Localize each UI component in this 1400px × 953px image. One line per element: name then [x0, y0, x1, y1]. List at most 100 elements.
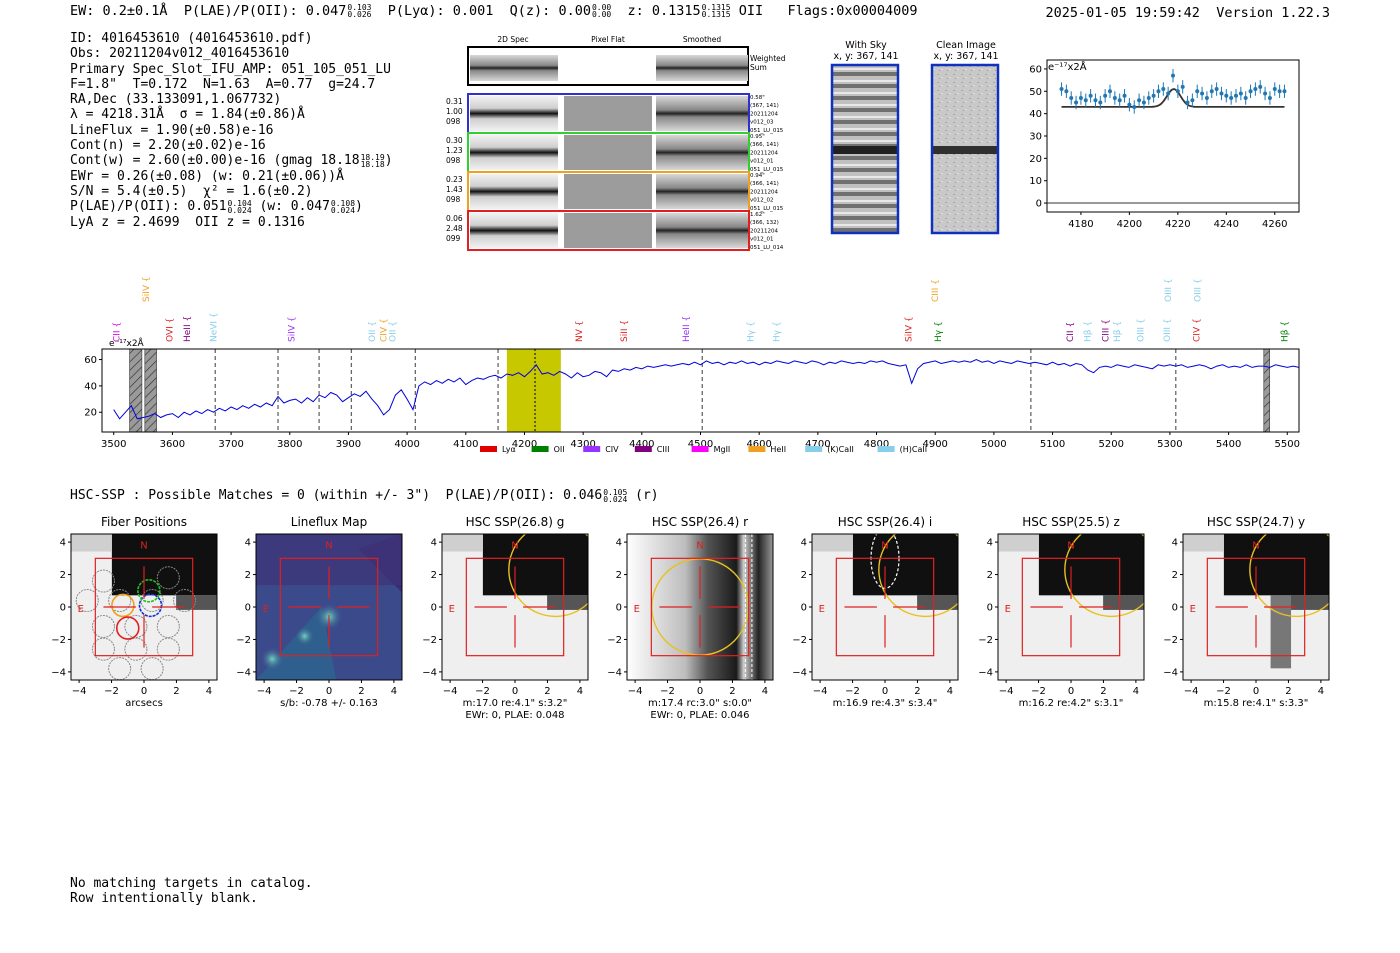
panel-xtick-label: 4: [391, 686, 397, 697]
zoom-data-point: [1141, 100, 1146, 105]
cutout-right-label: 0.94": [750, 173, 765, 179]
lineflux-peak: [294, 626, 315, 647]
panel-gradient: [812, 534, 853, 552]
spectrum-xtick-label: 5000: [981, 439, 1006, 450]
aperture-ellipse: [878, 534, 958, 618]
panel-xtick-label: −4: [1184, 686, 1199, 697]
panel-xtick-label: −2: [475, 686, 490, 697]
cutout-left-label: 098: [446, 156, 461, 165]
zoom-data-point: [1229, 96, 1234, 100]
legend-entry: CIV: [605, 445, 619, 454]
info-contw: Cont(w) = 2.60(±0.00)e-16 (gmag 18.18: [70, 153, 360, 169]
panel-xtick-label: 2: [1100, 686, 1106, 697]
panel-ytick-label: −2: [51, 635, 66, 646]
qz-lo: 0.00: [591, 10, 612, 19]
with-sky-trace: [832, 146, 898, 154]
fiber-circle: [140, 589, 164, 613]
qz-hi: 0.00: [591, 3, 612, 12]
panel-xtick-label: −2: [1216, 686, 1231, 697]
image-panel: N E −4 −4 −2 −2 0 0 2 2 4 4 Fiber Positions arcsecs: [51, 515, 218, 709]
bright-source-edge: [547, 595, 588, 610]
cutout-2dspec: [470, 213, 558, 248]
plae-value: P(LAE)/P(OII): 0.047: [183, 3, 347, 19]
panel-ytick-label: −4: [1163, 667, 1178, 678]
info-ewr: EWr = 0.26(±0.08) (w: 0.21(±0.06))Å: [70, 168, 344, 184]
panel-ytick-label: 4: [987, 538, 993, 549]
panel-title: HSC SSP(26.8) g: [466, 515, 565, 529]
panel-xtick-label: −2: [660, 686, 675, 697]
zoom-data-point: [1253, 87, 1258, 92]
datetime: 2025-01-05 19:59:42: [1045, 5, 1200, 21]
qz-value: Q(z): 0.00: [509, 3, 591, 19]
zoom-data-point: [1064, 89, 1069, 94]
hsc-plae-lo: 0.024: [603, 494, 628, 504]
legend-swatch: [805, 446, 823, 452]
fiber-circle: [156, 614, 180, 638]
bright-source-edge: [1103, 595, 1144, 610]
panel-xtick-label: −2: [845, 686, 860, 697]
cutout-pixelflat: [564, 135, 652, 170]
plae2-lo: 0.024: [227, 205, 252, 215]
panel-xtick-label: −4: [813, 686, 828, 697]
panel-ytick-label: 4: [60, 538, 66, 549]
cutout-right-label: v012_02: [750, 198, 774, 204]
zoom-ytick-label: 50: [1029, 87, 1042, 98]
zoom-data-point: [1078, 96, 1083, 100]
zoom-ytick-label: 60: [1029, 64, 1042, 75]
spectral-line-label: OII {: [368, 321, 378, 342]
zoom-data-point: [1190, 98, 1195, 103]
spectral-line-label: CIII {: [1101, 319, 1111, 342]
zoom-data-point: [1083, 98, 1088, 103]
zoom-data-point: [1195, 89, 1200, 94]
lineflux-peak: [260, 646, 285, 671]
aperture-ellipse: [1064, 534, 1144, 618]
cutout-right-label: 20211204: [750, 228, 778, 234]
bright-source-edge: [917, 595, 958, 610]
zoom-xtick-label: 4240: [1214, 219, 1239, 230]
plae-hi: 0.103: [347, 3, 372, 12]
search-box: [94, 557, 194, 657]
legend-swatch: [583, 446, 601, 452]
spectral-line-label: HeII {: [183, 316, 193, 342]
bright-source-edge: [1288, 595, 1329, 610]
zoom-data-point: [1214, 87, 1219, 92]
spectral-line-label: SiIV {: [142, 276, 152, 302]
fiber-circle: [124, 637, 148, 661]
masked-region: [129, 348, 143, 433]
panel-ytick-label: 0: [1172, 603, 1178, 614]
info-sn: S/N = 5.4(±0.5) χ² = 1.6(±0.2): [70, 183, 313, 199]
zoom-data-point: [1175, 89, 1180, 94]
search-box: [650, 557, 750, 657]
panel-xtick-label: 2: [173, 686, 179, 697]
cutout-left-label: 1.00: [446, 107, 463, 116]
spectrum-xtick-label: 4200: [512, 439, 537, 450]
panel-title: HSC SSP(24.7) y: [1207, 515, 1305, 529]
weighted-sum-label: Weighted: [750, 54, 786, 63]
zoom-data-point: [1258, 84, 1263, 89]
panel-xtick-label: 0: [1068, 686, 1074, 697]
image-panel: N E −4 −4 −2 −2 0 0 2 2 4 4 HSC SSP(24.7) y m:15.8 re…: [1163, 515, 1330, 709]
weighted-smoothed: [656, 55, 748, 81]
panel-xtick-label: 0: [326, 686, 332, 697]
detection-info: ID: 4016453610 (4016453610.pdf) Obs: 202…: [70, 31, 393, 230]
info-id: ID: 4016453610 (4016453610.pdf): [70, 31, 313, 46]
cutout-2dspec: [470, 135, 558, 170]
cutout-pixelflat: [564, 174, 652, 209]
bright-source: [1038, 534, 1144, 596]
panel-xtick-label: 4: [762, 686, 768, 697]
panel-ytick-label: −2: [792, 635, 807, 646]
zoom-data-point: [1200, 91, 1205, 96]
spectrum-xtick-label: 4800: [864, 439, 889, 450]
hsc-r-image: [627, 534, 773, 680]
spectrum-xtick-label: 5400: [1216, 439, 1241, 450]
search-box: [279, 557, 379, 657]
spectral-line-label: SiIV {: [287, 316, 297, 342]
fiber-circle: [91, 637, 115, 661]
panel-ytick-label: 2: [431, 570, 437, 581]
panel-ytick-label: −4: [236, 667, 251, 678]
zoom-data-point: [1209, 89, 1214, 94]
zoom-data-point: [1137, 98, 1142, 103]
panel-xtick-label: 2: [544, 686, 550, 697]
info-lya-z: LyA z = 2.4699 OII z = 0.1316: [70, 214, 305, 230]
zoom-data-point: [1156, 89, 1161, 94]
